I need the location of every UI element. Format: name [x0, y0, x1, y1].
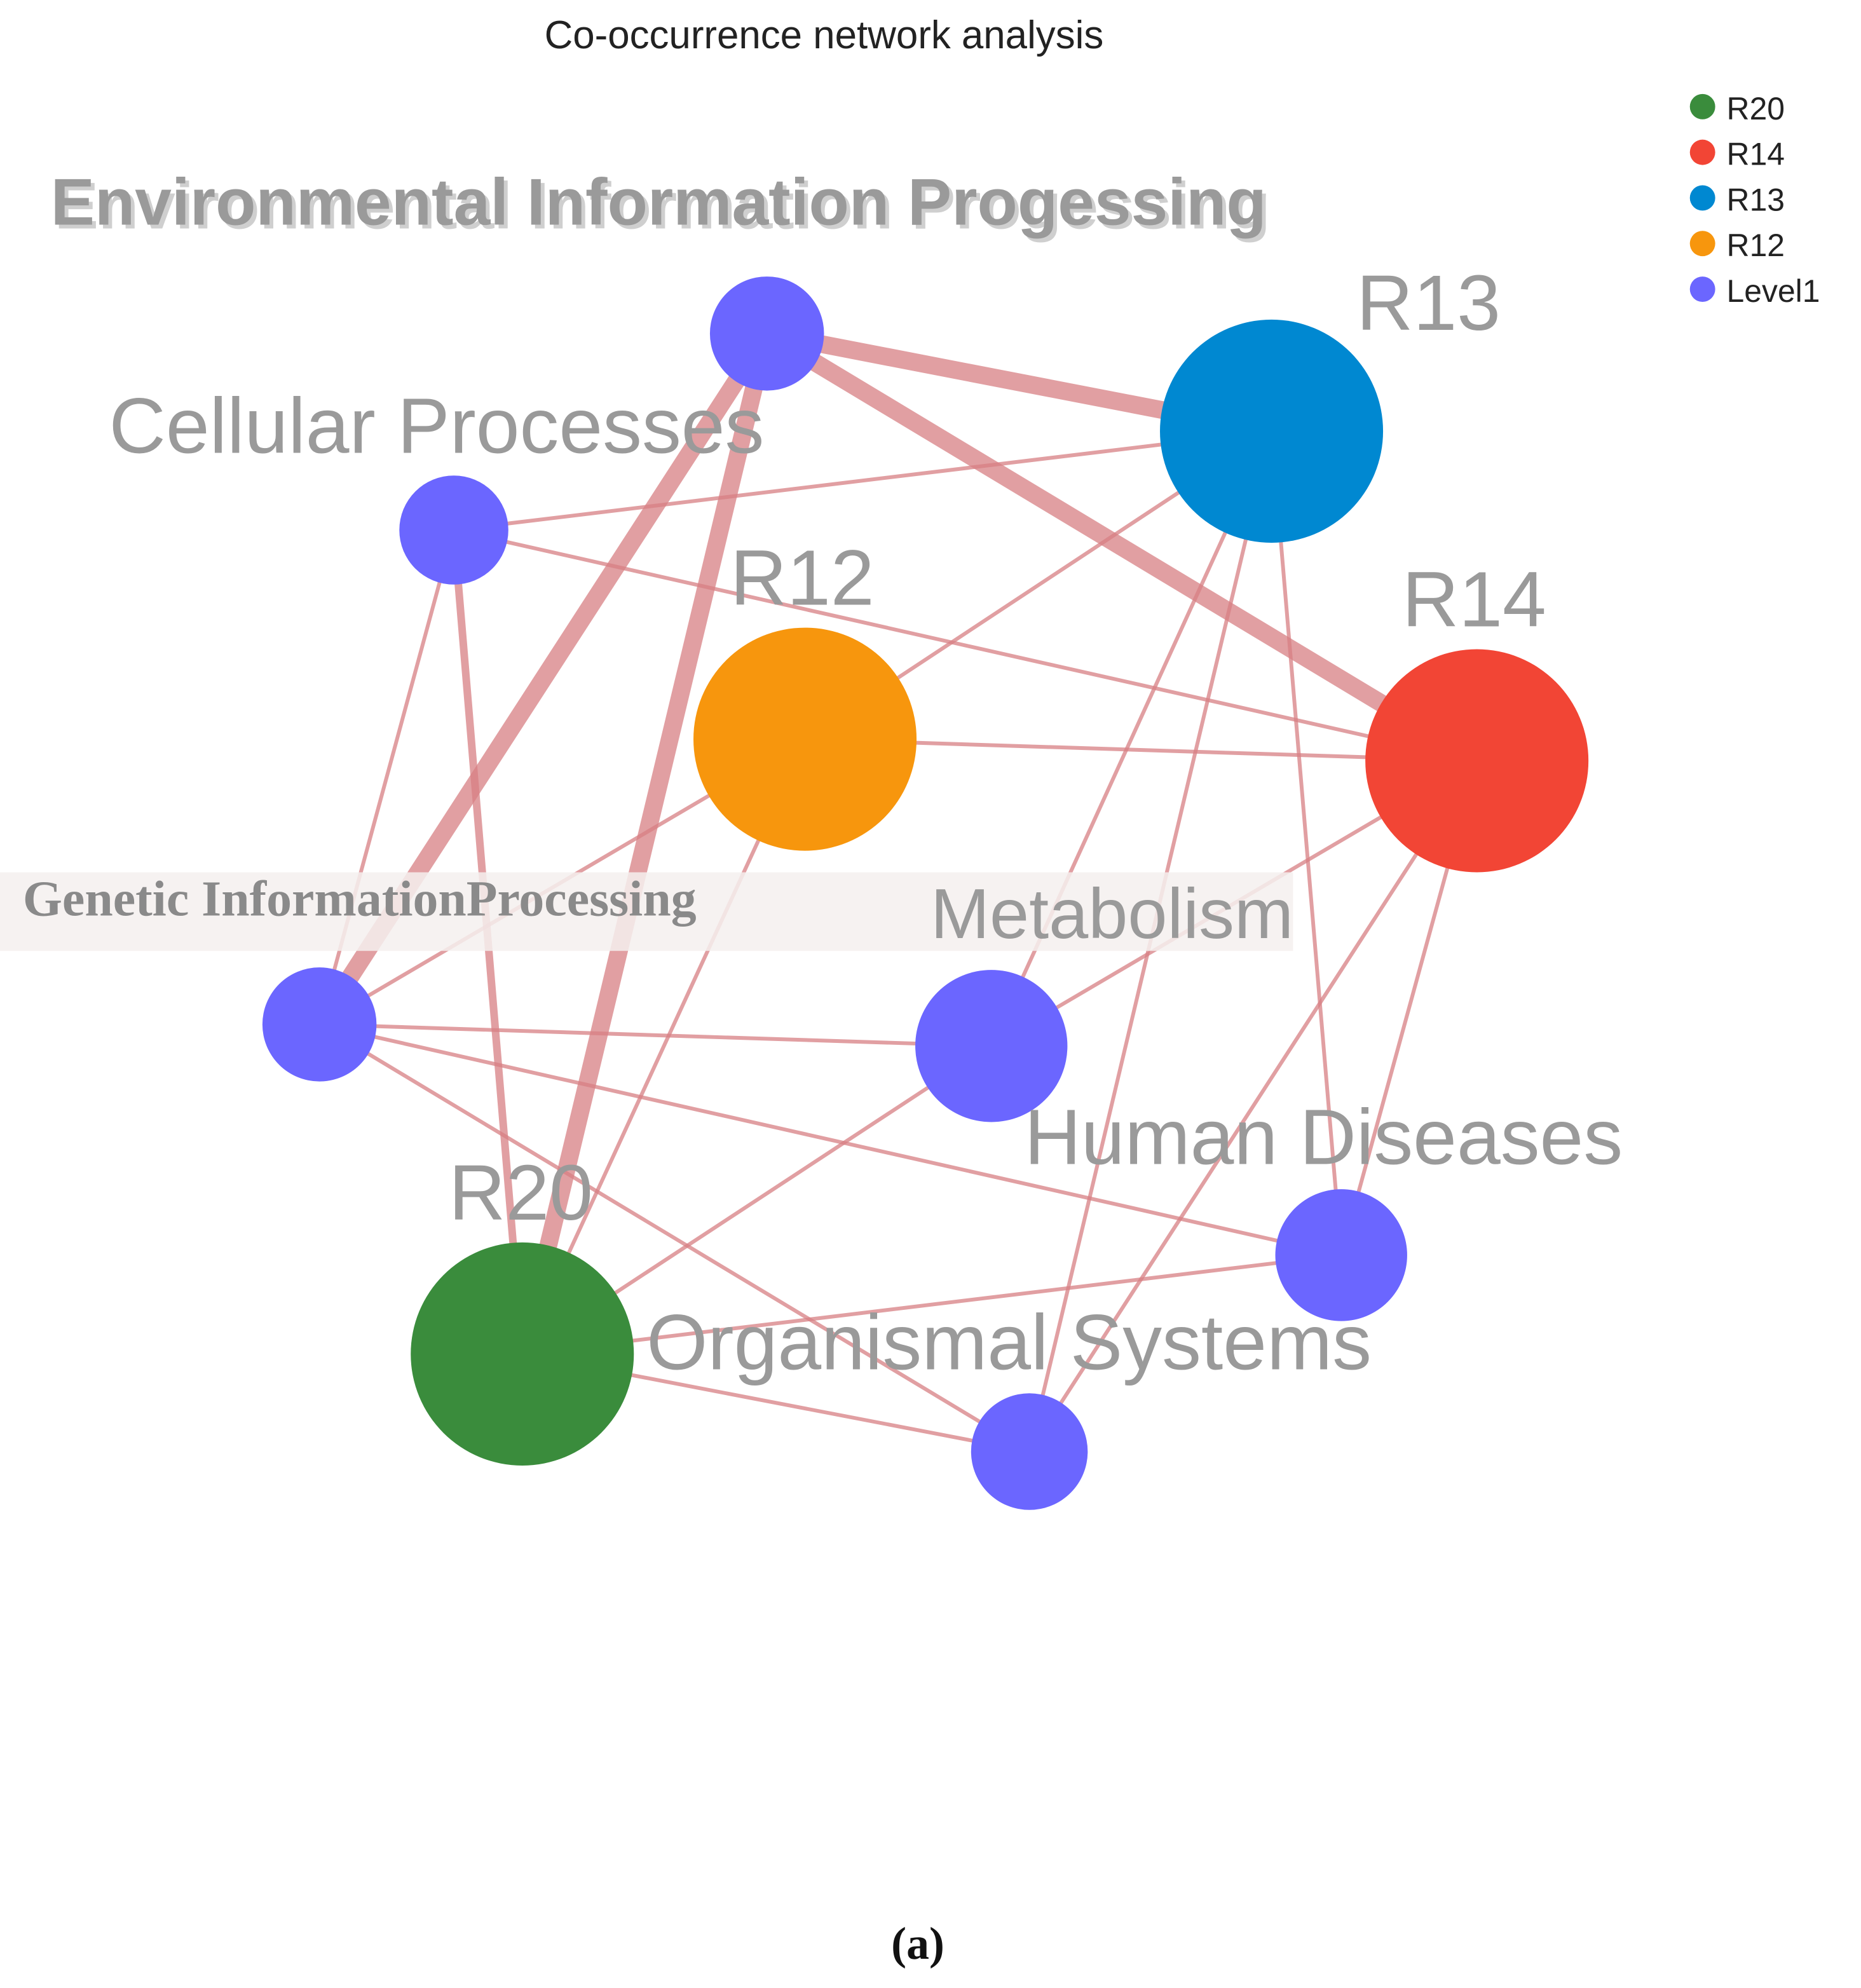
edge: [520, 1253, 1344, 1356]
edge: [317, 1022, 993, 1048]
legend: R20 R14 R13 R12 Level1: [1689, 91, 1820, 309]
legend-label: R20: [1727, 91, 1785, 126]
legend-dot: [1689, 276, 1715, 302]
legend-dot: [1689, 185, 1715, 211]
node-label-shadow: Environmental Information Progessing: [55, 168, 1271, 242]
node-label: Cellular Processes: [109, 382, 765, 470]
node: [399, 475, 508, 585]
node: [1160, 319, 1384, 543]
legend-dot: [1689, 93, 1715, 119]
edge: [758, 324, 1486, 770]
edge: [317, 1022, 1032, 1454]
edge: [513, 324, 776, 1363]
legend-label: Level1: [1727, 273, 1820, 309]
node-label: Environmental Information Progessing: [51, 165, 1267, 238]
node-label: Metabolism: [931, 874, 1293, 953]
node-label: R12: [730, 534, 875, 622]
legend-dot: [1689, 231, 1715, 257]
edges: [310, 324, 1486, 1454]
node-label: Organismal Systems: [646, 1298, 1372, 1386]
edge: [1269, 429, 1344, 1257]
node-label: Human Diseases: [1025, 1093, 1623, 1181]
node: [411, 1242, 634, 1466]
nodes: [262, 276, 1589, 1510]
node: [1275, 1189, 1407, 1321]
node: [1365, 649, 1589, 873]
node: [971, 1393, 1088, 1510]
edge: [520, 737, 807, 1356]
edge: [452, 429, 1274, 532]
node: [262, 967, 377, 1082]
node: [915, 970, 1068, 1122]
node-label: Genetic InformationProcessing: [23, 871, 697, 927]
node: [693, 627, 917, 851]
edge: [317, 1022, 1344, 1257]
node-label: R20: [449, 1149, 593, 1237]
caption: (a): [891, 1918, 944, 1969]
edge: [1027, 759, 1479, 1454]
title: Co-occurrence network analysis: [545, 13, 1104, 57]
legend-label: R13: [1727, 182, 1785, 217]
node-label: R13: [1356, 259, 1501, 347]
label-band: [0, 872, 1293, 951]
edge: [452, 528, 1479, 763]
legend-dot: [1689, 139, 1715, 165]
node: [709, 276, 824, 391]
legend-label: R12: [1727, 228, 1785, 263]
node-label: R14: [1402, 556, 1546, 644]
legend-label: R14: [1727, 137, 1785, 172]
edge: [803, 737, 1479, 763]
